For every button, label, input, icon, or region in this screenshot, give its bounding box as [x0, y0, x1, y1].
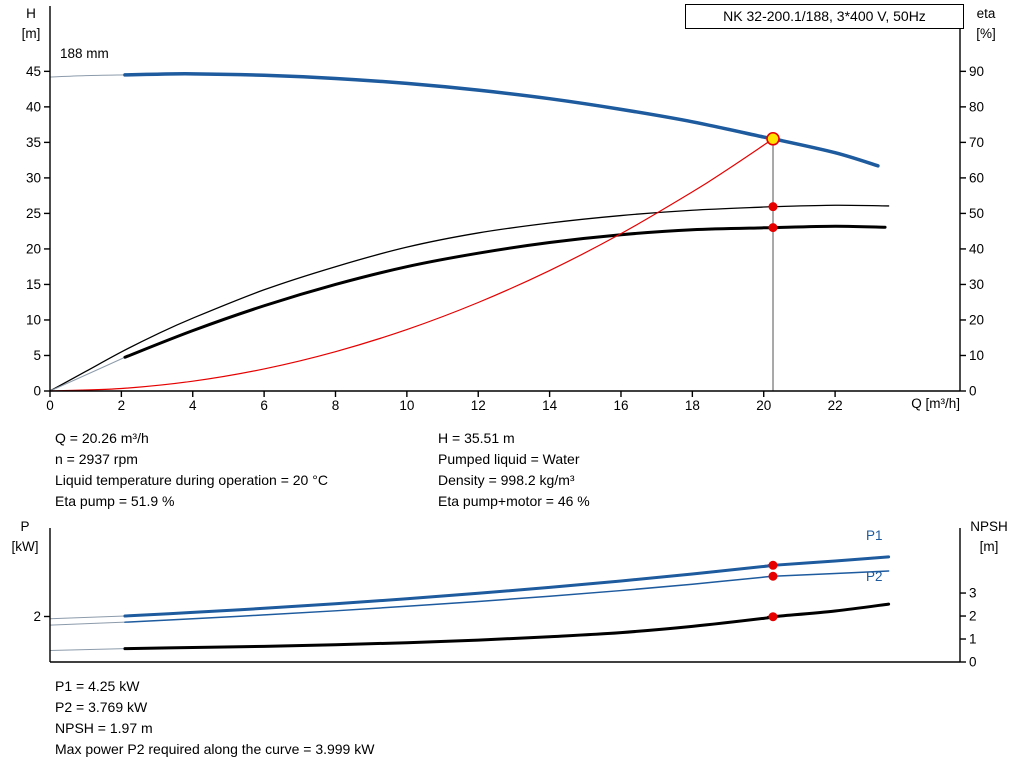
power-npsh-chart: 2 0 1 2 3	[33, 528, 977, 670]
svg-text:20: 20	[969, 312, 984, 327]
info-pumped-liquid: Pumped liquid = Water	[438, 451, 580, 467]
npsh-axis-symbol: NPSH	[970, 519, 1008, 534]
svg-text:14: 14	[542, 398, 558, 413]
info-speed: n = 2937 rpm	[55, 451, 138, 467]
svg-text:6: 6	[260, 398, 268, 413]
svg-text:30: 30	[969, 277, 984, 292]
svg-text:8: 8	[332, 398, 340, 413]
impeller-diameter-label: 188 mm	[60, 46, 109, 61]
svg-text:35: 35	[26, 135, 41, 150]
p2-curve-label: P2	[866, 569, 883, 584]
h-axis-label: H [m]	[8, 4, 54, 44]
h-axis-unit: [m]	[21, 26, 41, 41]
svg-text:20: 20	[756, 398, 771, 413]
svg-text:18: 18	[685, 398, 700, 413]
info-head: H = 35.51 m	[438, 430, 515, 446]
p-axis-unit: [kW]	[11, 539, 39, 554]
svg-text:20: 20	[26, 241, 41, 256]
h-axis-symbol: H	[26, 6, 36, 21]
info-p1: P1 = 4.25 kW	[55, 678, 140, 694]
svg-text:80: 80	[969, 99, 984, 114]
svg-text:60: 60	[969, 170, 984, 185]
svg-text:40: 40	[969, 241, 984, 256]
q-axis-label: Q [m³/h]	[911, 396, 960, 411]
eta-axis-unit: [%]	[976, 26, 996, 41]
qh-eta-chart: 0 5 10 15 20 25 30 35 40 45 0 10 20 30 40 50 60 70 80 90 0 2 4…	[26, 6, 984, 413]
svg-text:90: 90	[969, 64, 984, 79]
duty-info-left: Q = 20.26 m³/h n = 2937 rpm Liquid tempe…	[55, 428, 328, 512]
svg-text:70: 70	[969, 135, 984, 150]
svg-text:3: 3	[969, 586, 977, 601]
svg-text:25: 25	[26, 206, 41, 221]
duty-info-right: H = 35.51 m Pumped liquid = Water Densit…	[438, 428, 590, 512]
svg-text:5: 5	[33, 348, 41, 363]
svg-text:30: 30	[26, 170, 41, 185]
info-eta-pump: Eta pump = 51.9 %	[55, 493, 175, 509]
eta-axis-symbol: eta	[976, 6, 996, 21]
svg-text:16: 16	[613, 398, 628, 413]
info-max-power: Max power P2 required along the curve = …	[55, 741, 375, 757]
svg-text:2: 2	[118, 398, 126, 413]
svg-text:45: 45	[26, 64, 41, 79]
info-npsh: NPSH = 1.97 m	[55, 720, 153, 736]
svg-text:40: 40	[26, 99, 41, 114]
svg-text:10: 10	[399, 398, 414, 413]
p-axis-symbol: P	[20, 519, 30, 534]
svg-text:1: 1	[969, 632, 977, 647]
svg-text:50: 50	[969, 206, 984, 221]
info-density: Density = 998.2 kg/m³	[438, 472, 575, 488]
svg-text:10: 10	[969, 348, 984, 363]
svg-text:0: 0	[46, 398, 54, 413]
svg-text:0: 0	[33, 384, 41, 399]
svg-text:2: 2	[969, 609, 977, 624]
p-axis-label: P [kW]	[2, 517, 48, 557]
info-eta-pump-motor: Eta pump+motor = 46 %	[438, 493, 590, 509]
info-liquid-temp: Liquid temperature during operation = 20…	[55, 472, 328, 488]
results-info: P1 = 4.25 kW P2 = 3.769 kW NPSH = 1.97 m…	[55, 676, 374, 760]
svg-text:12: 12	[471, 398, 486, 413]
npsh-axis-label: NPSH [m]	[960, 517, 1018, 557]
svg-text:22: 22	[828, 398, 843, 413]
info-q: Q = 20.26 m³/h	[55, 430, 149, 446]
svg-text:10: 10	[26, 312, 41, 327]
svg-text:0: 0	[969, 655, 977, 670]
eta-axis-label: eta [%]	[960, 4, 1012, 44]
svg-text:4: 4	[189, 398, 197, 413]
svg-text:0: 0	[969, 384, 977, 399]
pump-model-box: NK 32-200.1/188, 3*400 V, 50Hz	[685, 4, 964, 29]
svg-text:2: 2	[33, 609, 41, 624]
p1-curve-label: P1	[866, 528, 883, 543]
info-p2: P2 = 3.769 kW	[55, 699, 148, 715]
svg-text:15: 15	[26, 277, 41, 292]
npsh-axis-unit: [m]	[979, 539, 999, 554]
